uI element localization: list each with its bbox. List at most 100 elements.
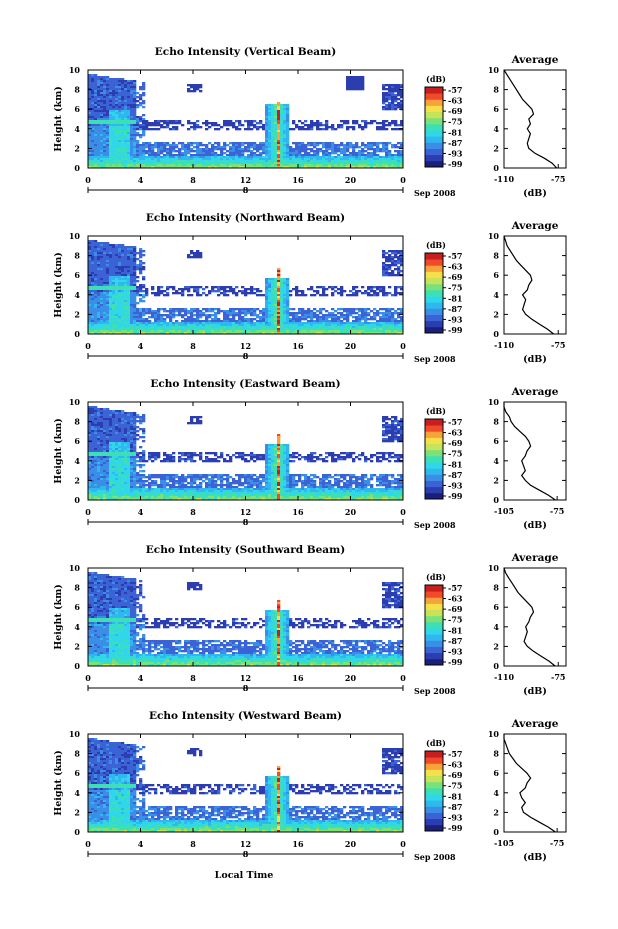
x-tick-label: 8 xyxy=(190,507,196,517)
y-axis-label: Height (km) xyxy=(53,86,64,152)
x-tick-label: 20 xyxy=(345,341,357,351)
average-title: Average xyxy=(511,220,559,232)
colorbar-swatch xyxy=(425,658,443,666)
colorbar-swatch xyxy=(425,634,443,641)
average-y-tick-label: 2 xyxy=(493,641,499,651)
colorbar-tick-label: -57 xyxy=(448,417,462,427)
colorbar-swatch xyxy=(425,449,443,457)
y-axis-label: Height (km) xyxy=(53,584,64,650)
colorbar-tick-label: -99 xyxy=(448,325,463,335)
colorbar-swatch xyxy=(425,787,443,795)
average-profile-line xyxy=(503,402,556,501)
colorbar-swatch xyxy=(425,93,443,100)
colorbar-tick-label: -69 xyxy=(448,770,463,780)
colorbar-swatch xyxy=(425,806,443,813)
y-tick-label: 6 xyxy=(74,436,80,446)
y-tick-label: 6 xyxy=(74,104,80,114)
colorbar-swatch xyxy=(425,425,443,432)
average-y-tick-label: 4 xyxy=(493,456,499,466)
y-tick-label: 8 xyxy=(74,749,80,759)
colorbar-unit: (dB) xyxy=(426,74,446,84)
average-x-tick-label: -75 xyxy=(551,672,565,682)
y-tick-label: 10 xyxy=(69,231,81,241)
colorbar-swatch xyxy=(425,117,443,125)
average-x-label: (dB) xyxy=(523,188,547,199)
colorbar-swatch xyxy=(425,123,443,131)
colorbar-swatch xyxy=(425,130,443,137)
panel-title: Echo Intensity (Northward Beam) xyxy=(146,212,345,224)
colorbar-tick-label: -87 xyxy=(448,304,462,314)
colorbar-tick-label: -63 xyxy=(448,760,463,770)
heatmap-field xyxy=(88,74,403,168)
panel-title: Echo Intensity (Westward Beam) xyxy=(149,710,342,722)
x-tick-label: 12 xyxy=(240,341,251,351)
average-profile-line xyxy=(503,734,556,833)
x-axis-label: Local Time xyxy=(215,870,274,881)
x-tick-label: 20 xyxy=(345,839,357,849)
colorbar-swatch xyxy=(425,769,443,777)
heatmap-field xyxy=(88,572,403,666)
average-x-tick-label: -75 xyxy=(551,340,565,350)
colorbar-swatch xyxy=(425,160,443,168)
colorbar-frame xyxy=(424,252,444,334)
colorbar-tick-label: -93 xyxy=(448,480,463,490)
average-y-tick-label: 4 xyxy=(493,124,499,134)
average-y-tick-label: 8 xyxy=(493,251,499,261)
colorbar-swatch xyxy=(425,621,443,629)
colorbar-tick-label: -63 xyxy=(448,428,463,438)
y-tick-label: 0 xyxy=(74,827,80,837)
colorbar-tick-label: -75 xyxy=(448,449,462,459)
y-tick-label: 8 xyxy=(74,417,80,427)
heatmap-field xyxy=(88,738,403,832)
panel-3: Echo Intensity (Southward Beam) 0 2 4 6 8 10 He… xyxy=(53,544,567,697)
average-title: Average xyxy=(511,718,559,730)
colorbar-swatch xyxy=(425,591,443,598)
average-y-tick-label: 0 xyxy=(493,827,499,837)
colorbar-swatch xyxy=(425,615,443,623)
colorbar-swatch xyxy=(425,277,443,285)
colorbar-swatch xyxy=(425,794,443,801)
average-y-tick-label: 2 xyxy=(493,143,499,153)
panel-2: Echo Intensity (Eastward Beam) 0 2 4 6 8 10 Hei… xyxy=(53,378,567,531)
colorbar-swatch xyxy=(425,628,443,635)
x-tick-label: 16 xyxy=(292,673,304,683)
colorbar-swatch xyxy=(425,308,443,315)
colorbar-swatch xyxy=(425,443,443,451)
colorbar-frame xyxy=(424,418,444,500)
average-x-tick-label: -110 xyxy=(494,672,514,682)
x-tick-label: 4 xyxy=(138,507,144,517)
colorbar-tick-label: -99 xyxy=(448,159,463,169)
y-tick-label: 4 xyxy=(74,622,80,632)
colorbar-swatch xyxy=(425,302,443,309)
y-tick-label: 6 xyxy=(74,270,80,280)
average-y-tick-label: 2 xyxy=(493,807,499,817)
colorbar-tick-label: -57 xyxy=(448,85,462,95)
colorbar-swatch xyxy=(425,142,443,149)
colorbar-swatch xyxy=(425,652,443,660)
colorbar-tick-label: -93 xyxy=(448,148,463,158)
colorbar-unit: (dB) xyxy=(426,406,446,416)
colorbar-swatch xyxy=(425,640,443,647)
colorbar-swatch xyxy=(425,437,443,445)
average-frame xyxy=(503,567,567,667)
average-profile-line xyxy=(503,567,556,667)
average-y-tick-label: 6 xyxy=(493,104,499,114)
average-x-tick-label: -75 xyxy=(550,506,564,516)
date-label: Sep 2008 xyxy=(414,852,456,862)
x-tick-label: 20 xyxy=(345,507,357,517)
x-tick-label: 0 xyxy=(400,839,406,849)
colorbar-swatch xyxy=(425,603,443,611)
day-marker: 8 xyxy=(243,351,249,361)
colorbar-tick-label: -81 xyxy=(448,791,462,801)
y-tick-label: 2 xyxy=(74,309,80,319)
colorbar-tick-label: -81 xyxy=(448,459,462,469)
y-tick-label: 4 xyxy=(74,124,80,134)
average-y-tick-label: 6 xyxy=(493,602,499,612)
colorbar-swatch xyxy=(425,320,443,328)
x-tick-label: 0 xyxy=(400,175,406,185)
y-tick-label: 0 xyxy=(74,495,80,505)
colorbar-tick-label: -63 xyxy=(448,594,463,604)
colorbar-swatch xyxy=(425,87,443,94)
colorbar-swatch xyxy=(425,253,443,260)
